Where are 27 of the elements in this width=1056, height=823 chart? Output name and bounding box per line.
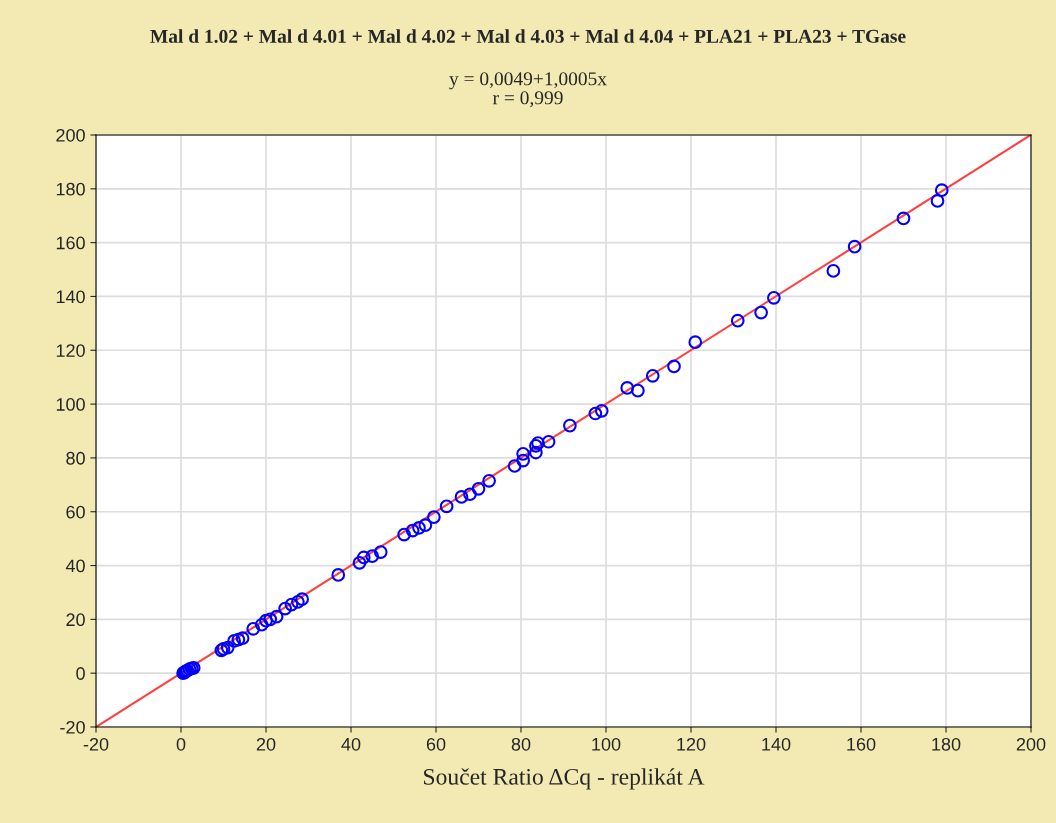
- y-tick-label: 0: [76, 667, 85, 680]
- x-tick-label: 140: [762, 737, 791, 751]
- x-tick-label: 180: [932, 737, 961, 751]
- y-tick-label: 200: [56, 128, 85, 142]
- y-tick-label: -20: [60, 720, 85, 734]
- x-tick-label: 60: [426, 737, 446, 751]
- x-tick-label: 120: [677, 737, 706, 751]
- x-tick-label: -20: [83, 737, 109, 751]
- y-tick-label: 140: [56, 290, 85, 304]
- y-tick-label: 180: [56, 182, 85, 196]
- y-tick-label: 160: [56, 236, 85, 250]
- y-tick-label: 80: [66, 451, 85, 465]
- chart-subtitle: y = 0,0049+1,0005x r = 0,999: [449, 72, 607, 108]
- y-tick-label: 40: [65, 559, 85, 573]
- x-axis-title: Součet Ratio ΔCq - replikát A: [424, 768, 705, 790]
- x-tick-label: 160: [847, 737, 876, 751]
- x-tick-label: 0: [176, 737, 186, 751]
- y-tick-label: 60: [66, 505, 85, 519]
- x-tick-label: 100: [592, 737, 621, 751]
- x-tick-label: 200: [1016, 737, 1046, 751]
- x-tick-label: 80: [511, 737, 531, 751]
- x-tick-label: 40: [341, 737, 361, 751]
- y-tick-label: 100: [56, 398, 85, 411]
- x-tick-label: 20: [256, 737, 276, 751]
- chart-title: Mal d 1.02 + Mal d 4.01 + Mal d 4.02 + Mal d 4.03 + Mal d 4.04 + PLA21 + PLA23 + TGase: [150, 29, 906, 43]
- y-tick-label: 120: [56, 344, 85, 357]
- y-tick-label: 20: [66, 613, 85, 627]
